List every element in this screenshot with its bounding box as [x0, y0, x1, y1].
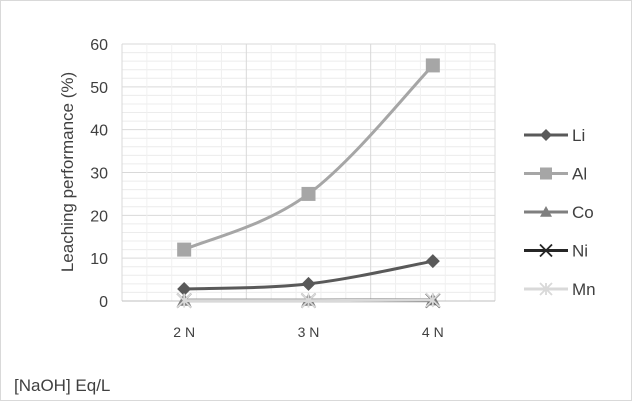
y-tick-label: 60 [90, 37, 108, 54]
y-tick-label: 40 [90, 123, 108, 140]
series-marker [425, 58, 440, 73]
legend-label: Li [572, 126, 585, 145]
series-marker [176, 292, 192, 309]
series-marker [300, 292, 317, 309]
legend-label: Co [572, 203, 594, 222]
series-marker [540, 167, 552, 180]
y-axis-title: Leaching performance (%) [58, 72, 77, 272]
x-tick-label: 4 N [422, 324, 444, 340]
series-al [177, 58, 440, 257]
series-mn [176, 292, 441, 309]
legend-label: Al [572, 165, 587, 184]
series-marker [539, 243, 553, 258]
y-tick-label: 0 [99, 294, 108, 311]
x-tick-label: 2 N [173, 324, 195, 340]
legend-item-co: Co [524, 203, 594, 222]
series-marker [539, 282, 553, 296]
legend-item-ni: Ni [524, 242, 588, 261]
legend-label: Mn [572, 280, 596, 299]
series-marker [301, 276, 316, 291]
legend-item-mn: Mn [524, 280, 596, 299]
series-marker [425, 254, 440, 269]
legend: Li Al Co Ni Mn [524, 126, 596, 299]
y-tick-label: 30 [90, 166, 108, 183]
legend-item-li: Li [524, 126, 585, 145]
series-marker [177, 242, 192, 257]
y-tick-label: 10 [90, 251, 108, 268]
y-tick-label: 50 [90, 80, 108, 97]
series-marker [425, 292, 441, 308]
series-marker [177, 282, 192, 297]
legend-item-al: Al [524, 165, 587, 184]
y-tick-label: 20 [90, 208, 108, 225]
x-axis-title: [NaOH] Eq/L [14, 376, 110, 395]
series-marker [540, 206, 552, 217]
series-li [177, 254, 440, 297]
series-layer [176, 58, 441, 309]
series-marker [301, 186, 316, 201]
x-tick-label: 3 N [298, 324, 320, 340]
series-marker [540, 129, 552, 141]
legend-label: Ni [572, 242, 588, 261]
